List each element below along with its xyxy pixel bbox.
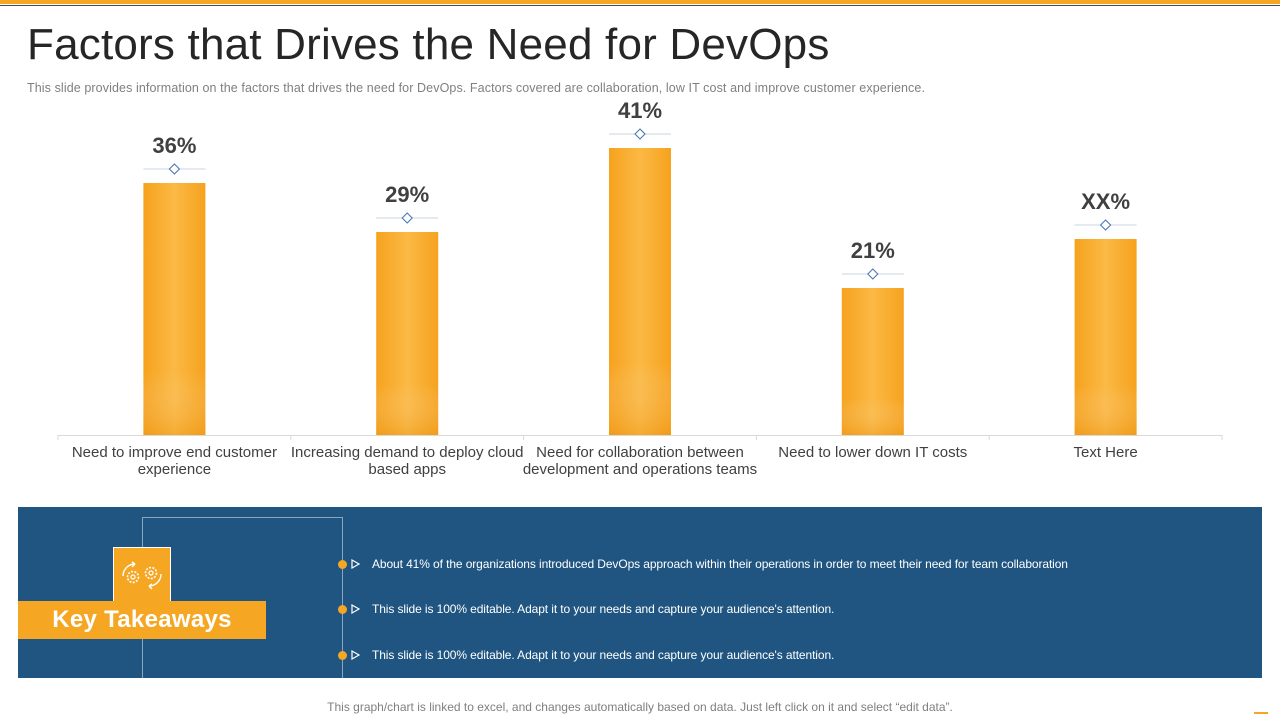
bar-shade	[1074, 239, 1137, 435]
bullet-dot-icon	[338, 650, 347, 660]
category-label: Increasing demand to deploy cloud	[291, 444, 524, 461]
diamond-marker-icon	[1099, 219, 1112, 231]
triangle-right-icon	[351, 559, 360, 569]
data-label: XX%	[1081, 189, 1130, 214]
bar-shade	[376, 232, 439, 435]
bullet-dot-icon	[338, 604, 347, 614]
bar-shade	[143, 183, 206, 435]
diamond-marker-icon	[634, 128, 646, 140]
category-label: Need to improve end customer	[72, 444, 277, 461]
diamond-marker-icon	[867, 268, 879, 280]
diamond-marker-icon	[168, 163, 181, 175]
takeaway-item: About 41% of the organizations introduce…	[338, 555, 1068, 573]
data-label: 36%	[152, 133, 196, 158]
top-accent-line	[0, 0, 1280, 4]
key-takeaways-label: Key Takeaways	[18, 601, 266, 639]
triangle-right-icon	[351, 650, 360, 660]
footnote: This graph/chart is linked to excel, and…	[327, 700, 953, 714]
gears-icon	[113, 547, 171, 603]
corner-accent	[1254, 712, 1268, 714]
takeaway-text: About 41% of the organizations introduce…	[372, 557, 1068, 571]
takeaway-text: This slide is 100% editable. Adapt it to…	[372, 648, 835, 662]
data-label: 29%	[385, 182, 429, 207]
takeaway-item: This slide is 100% editable. Adapt it to…	[338, 600, 834, 618]
category-label: based apps	[368, 461, 446, 478]
category-label: Text Here	[1073, 444, 1137, 461]
takeaway-text: This slide is 100% editable. Adapt it to…	[372, 602, 835, 616]
bar-shade	[841, 288, 904, 435]
category-label: Need for collaboration between	[536, 444, 744, 461]
triangle-right-icon	[351, 604, 360, 614]
slide-title: Factors that Drives the Need for DevOps	[27, 20, 830, 69]
category-label: experience	[138, 461, 211, 478]
takeaway-item: This slide is 100% editable. Adapt it to…	[338, 646, 834, 664]
data-label: 41%	[618, 98, 662, 123]
data-label: 21%	[851, 238, 895, 263]
bullet-dot-icon	[338, 559, 347, 569]
top-divider-line	[0, 5, 1280, 6]
takeaways-frame	[142, 517, 343, 678]
bar-chart[interactable]: 36% Need to improve end customerexperienc…	[0, 0, 1280, 500]
diamond-marker-icon	[401, 212, 413, 224]
bar-shade	[609, 148, 671, 435]
slide-subtitle: This slide provides information on the f…	[27, 81, 926, 95]
category-label: Need to lower down IT costs	[778, 444, 967, 461]
key-takeaways-panel	[18, 507, 1262, 678]
category-label: development and operations teams	[523, 461, 757, 478]
